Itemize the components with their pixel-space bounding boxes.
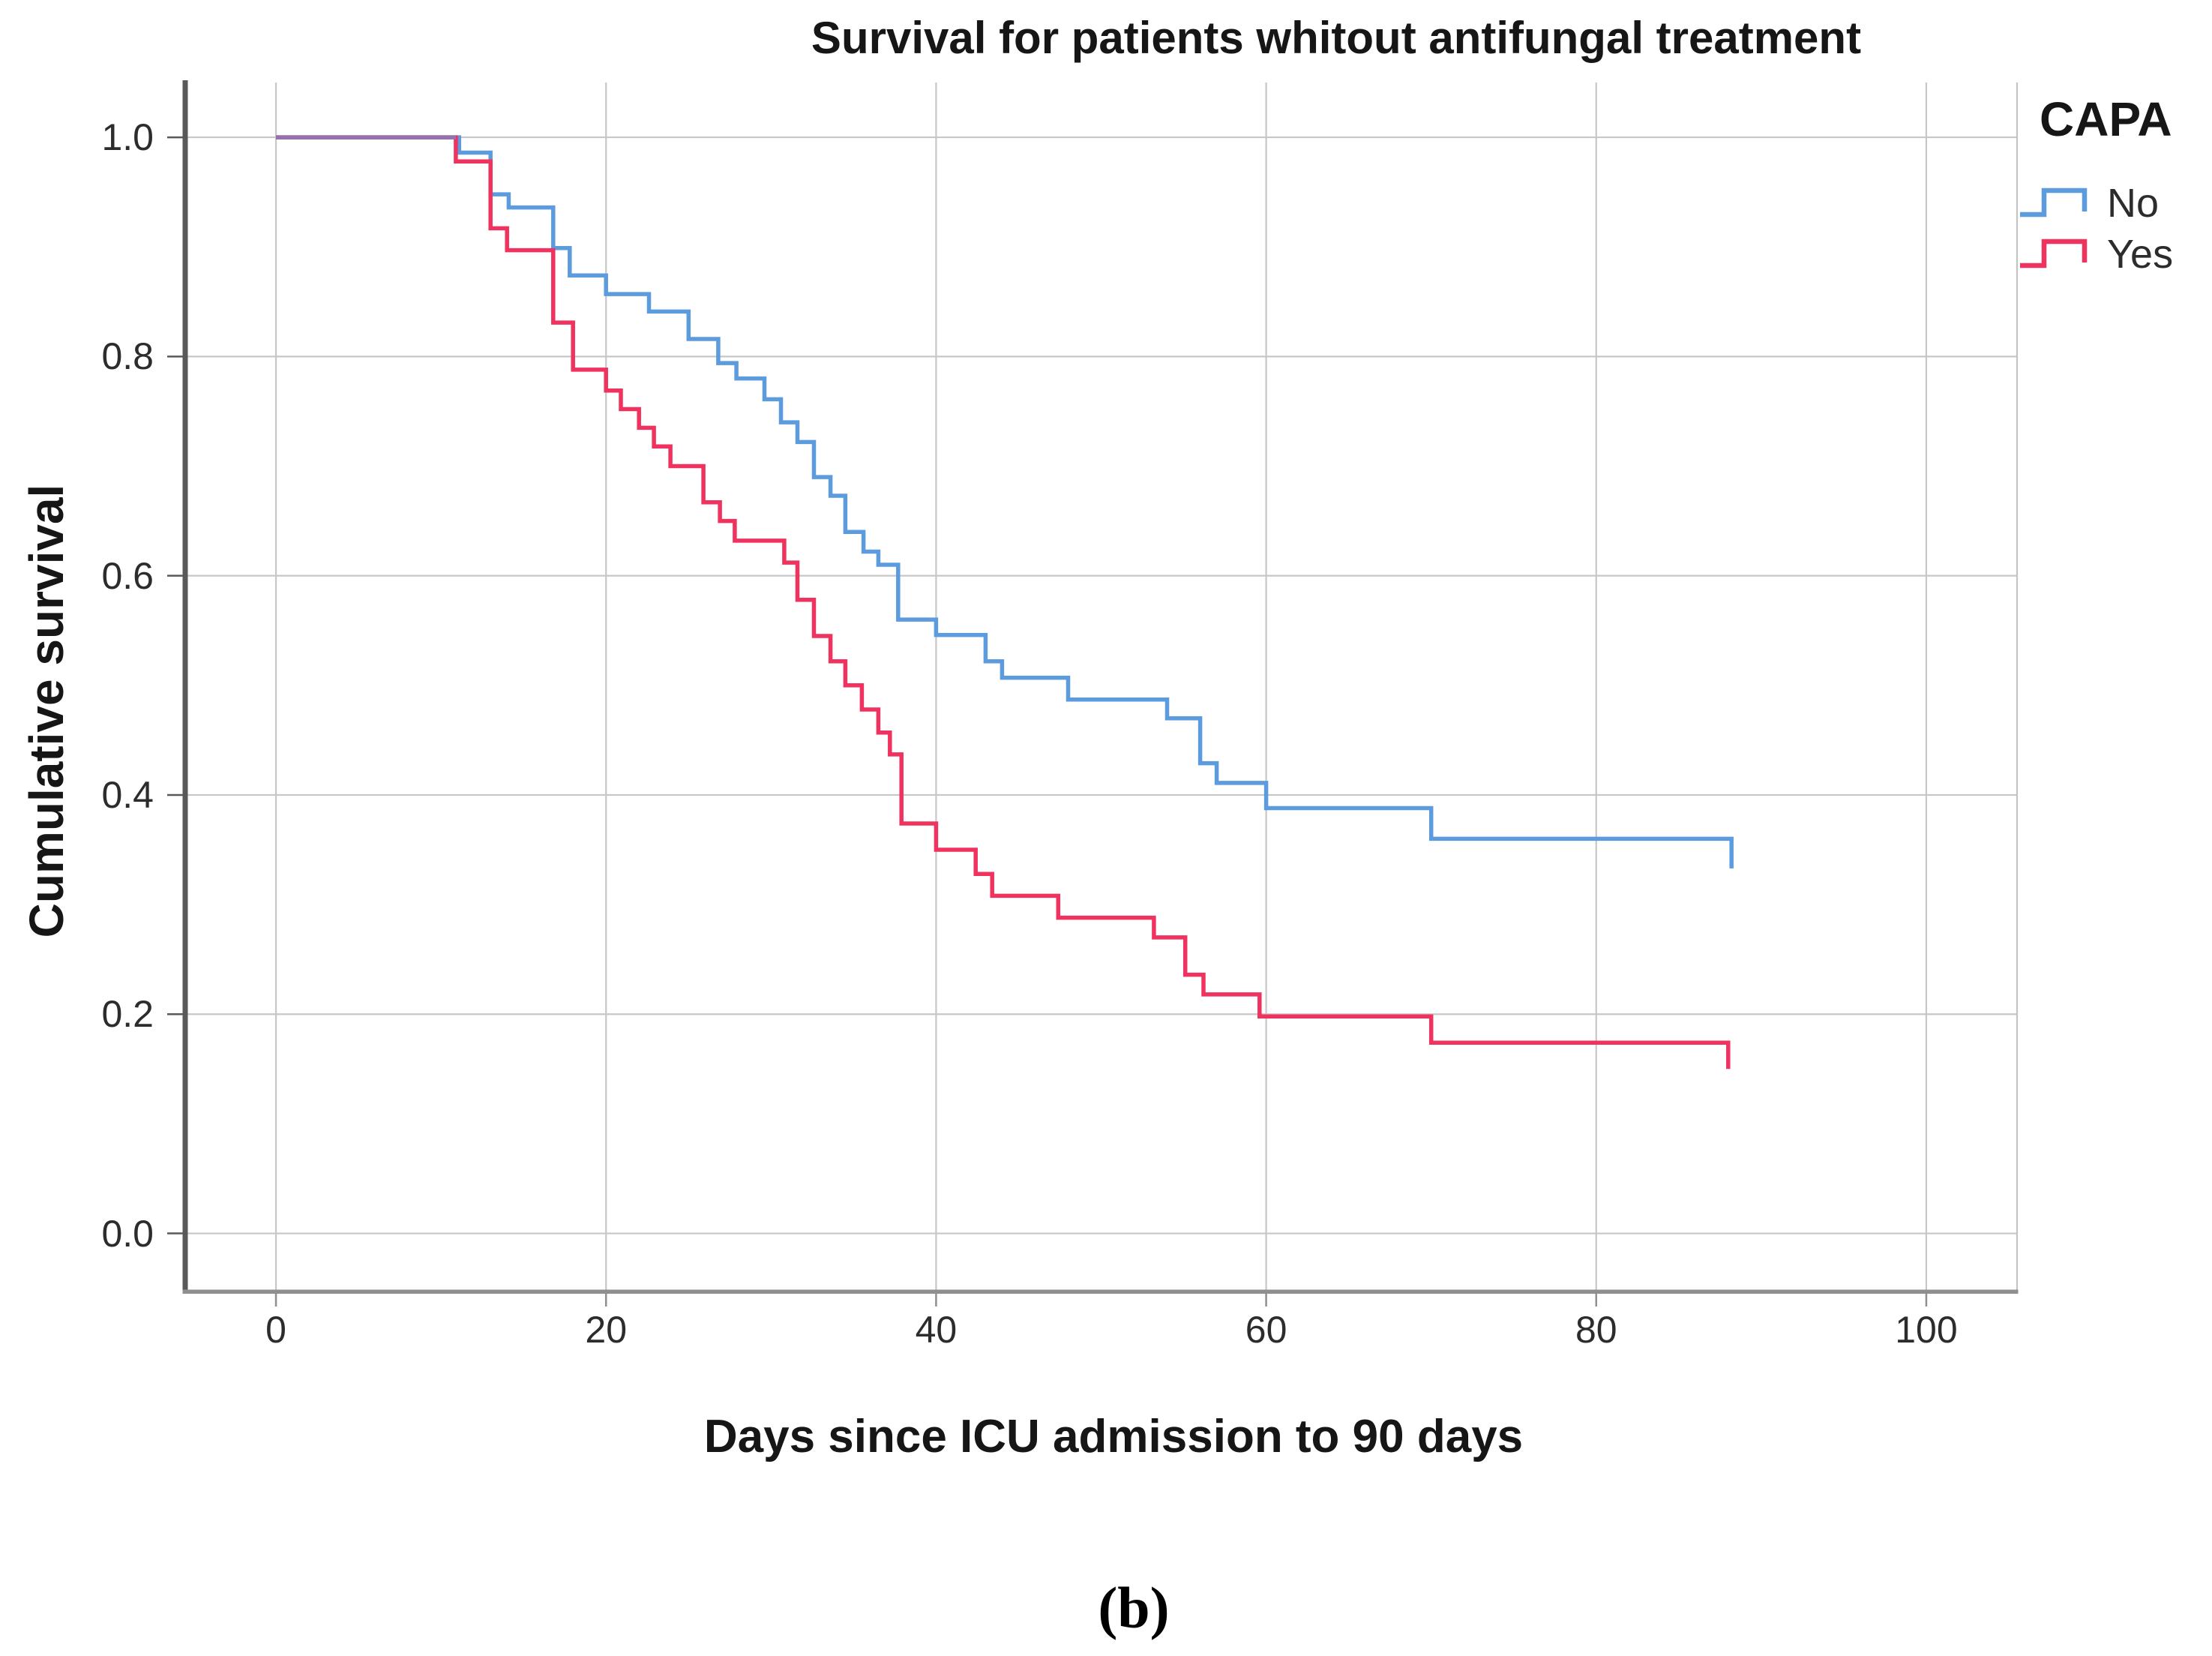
x-tick-label: 20 <box>585 1309 628 1351</box>
x-tick-label: 0 <box>265 1309 286 1351</box>
legend-item-label: No <box>2107 181 2160 226</box>
legend-line-icon <box>2020 188 2088 218</box>
y-axis-title: Cumulative survival <box>19 484 73 938</box>
y-tick-label: 0.4 <box>101 773 154 816</box>
y-tick-label: 1.0 <box>101 116 154 159</box>
survival-curve-yes <box>276 135 1731 1070</box>
legend-step-symbol <box>2020 238 2088 268</box>
x-tick-label: 40 <box>915 1309 958 1351</box>
x-tick-label: 60 <box>1245 1309 1287 1351</box>
legend-item-no: No <box>2016 178 2212 228</box>
x-axis-line <box>182 1289 2019 1294</box>
y-tick-label: 0.8 <box>101 335 154 378</box>
y-tick-label: 0.0 <box>101 1212 154 1255</box>
legend-item-yes: Yes <box>2016 230 2212 279</box>
y-tick-label: 0.2 <box>101 993 154 1036</box>
legend-item-label: Yes <box>2107 232 2174 277</box>
legend-step-symbol <box>2020 188 2088 218</box>
y-axis-line <box>182 80 188 1294</box>
legend-title: CAPA <box>2040 92 2172 146</box>
x-tick-label: 100 <box>1895 1309 1958 1351</box>
legend-items: No Yes <box>2016 178 2212 279</box>
x-axis-title: Days since ICU admission to 90 days <box>703 1411 1524 1462</box>
legend-line-icon <box>2020 238 2088 268</box>
chart-title: Survival for patients whitout antifungal… <box>811 13 1862 63</box>
survival-curve-no <box>276 135 1734 868</box>
legend: CAPA No Yes <box>2016 92 2212 279</box>
subfigure-caption: (b) <box>1098 1575 1170 1640</box>
y-tick-label: 0.6 <box>101 554 154 597</box>
x-tick-label: 80 <box>1575 1309 1617 1351</box>
